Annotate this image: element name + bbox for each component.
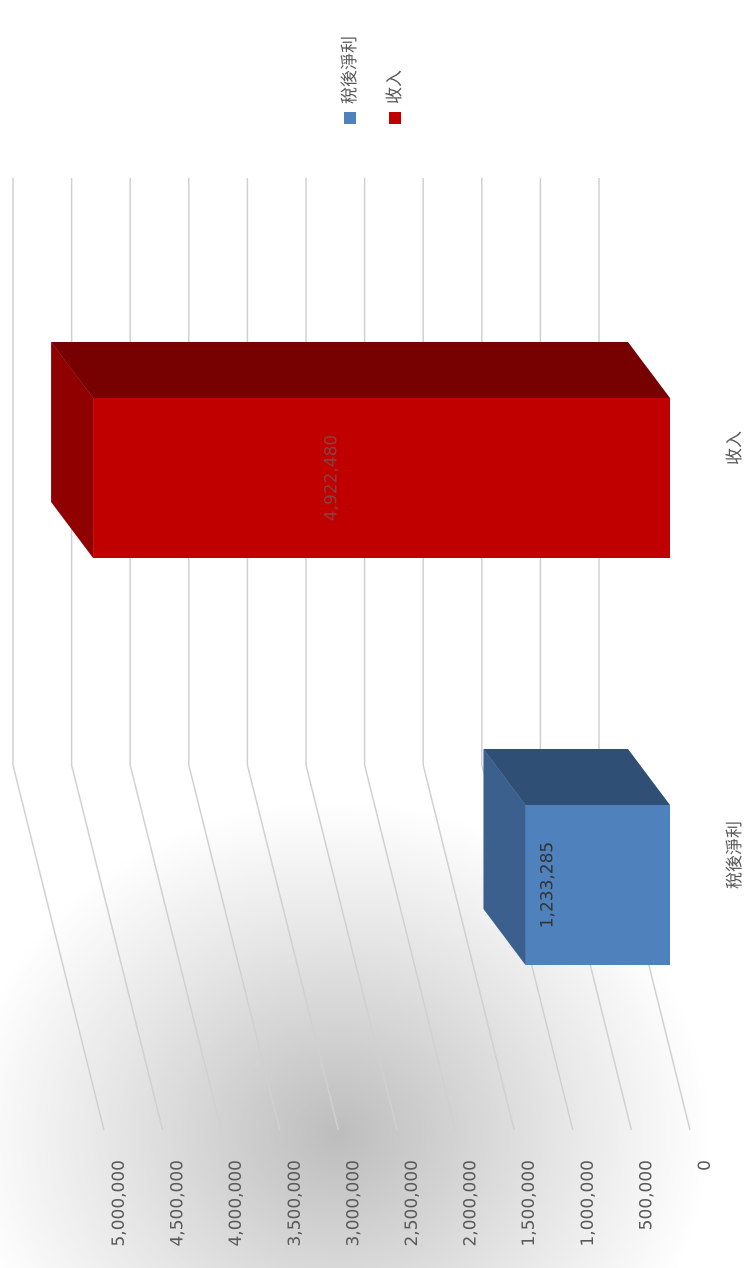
value-label: 1,233,285 [538,842,558,929]
y-tick-label: 2,000,000 [461,1160,481,1247]
grid-line [12,178,105,1131]
bar-side [51,342,670,398]
value-label: 4,922,480 [322,435,342,522]
bar [525,805,670,965]
y-tick-label: 5,000,000 [109,1160,129,1247]
y-tick-label: 0 [695,1160,715,1171]
legend-swatch [389,112,401,124]
y-tick-label: 1,500,000 [519,1160,539,1247]
x-tick-label: 收入 [725,431,745,465]
bar-side [483,749,670,805]
plot: 0 500,000 1,000,000 1,500,000 2,000,000 2,500… [12,36,745,1247]
legend-label: 稅後淨利 [340,36,360,104]
bar [93,398,671,558]
y-tick-label: 500,000 [636,1160,656,1230]
bar-top [483,749,526,965]
y-tick-label: 3,500,000 [285,1160,305,1247]
bar-top [51,342,94,558]
y-tick-label: 4,000,000 [226,1160,246,1247]
x-tick-label: 稅後淨利 [725,821,745,889]
y-tick-label: 2,500,000 [402,1160,422,1247]
legend-label: 收入 [385,70,405,104]
y-tick-label: 3,000,000 [343,1160,363,1247]
legend-swatch [344,112,356,124]
y-tick-label: 1,000,000 [578,1160,598,1247]
y-tick-label: 4,500,000 [168,1160,188,1247]
